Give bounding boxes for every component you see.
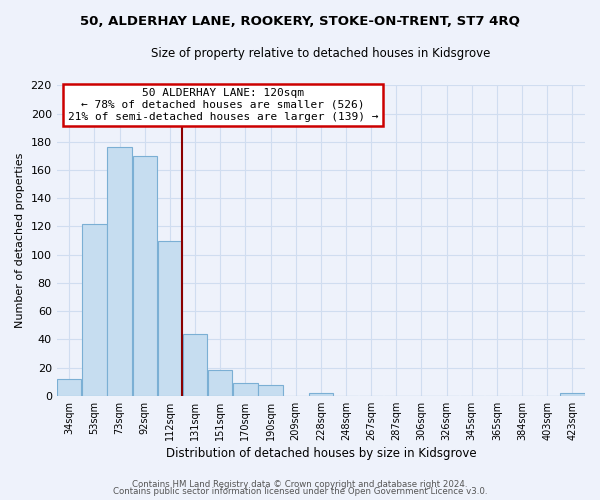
Bar bbox=[560, 393, 584, 396]
Text: 50, ALDERHAY LANE, ROOKERY, STOKE-ON-TRENT, ST7 4RQ: 50, ALDERHAY LANE, ROOKERY, STOKE-ON-TRE… bbox=[80, 15, 520, 28]
Title: Size of property relative to detached houses in Kidsgrove: Size of property relative to detached ho… bbox=[151, 48, 491, 60]
Bar bbox=[308, 393, 333, 396]
Text: Contains HM Land Registry data © Crown copyright and database right 2024.: Contains HM Land Registry data © Crown c… bbox=[132, 480, 468, 489]
Bar bbox=[82, 224, 107, 396]
Bar bbox=[208, 370, 232, 396]
Text: 50 ALDERHAY LANE: 120sqm
← 78% of detached houses are smaller (526)
21% of semi-: 50 ALDERHAY LANE: 120sqm ← 78% of detach… bbox=[68, 88, 379, 122]
Bar bbox=[183, 334, 207, 396]
Bar bbox=[233, 383, 257, 396]
Bar bbox=[158, 240, 182, 396]
Bar bbox=[107, 148, 132, 396]
Y-axis label: Number of detached properties: Number of detached properties bbox=[15, 153, 25, 328]
Bar bbox=[259, 384, 283, 396]
X-axis label: Distribution of detached houses by size in Kidsgrove: Distribution of detached houses by size … bbox=[166, 447, 476, 460]
Bar bbox=[57, 379, 82, 396]
Bar bbox=[133, 156, 157, 396]
Text: Contains public sector information licensed under the Open Government Licence v3: Contains public sector information licen… bbox=[113, 487, 487, 496]
